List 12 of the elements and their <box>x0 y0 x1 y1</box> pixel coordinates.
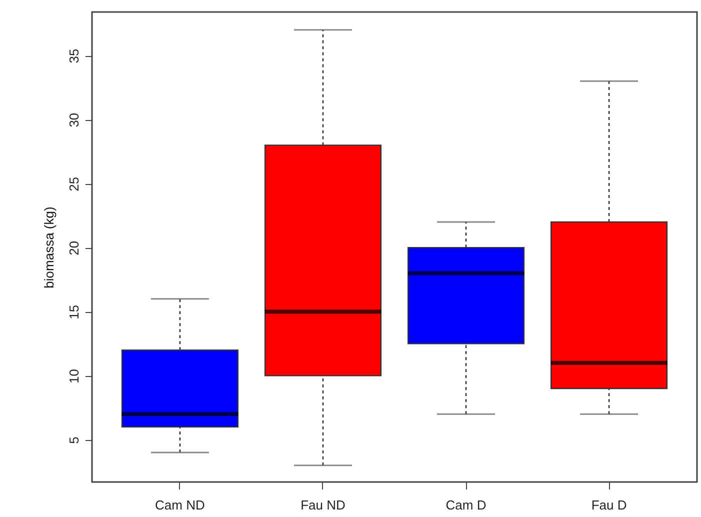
y-tick-label: 5 <box>66 436 82 444</box>
y-tick-label: 30 <box>66 112 82 128</box>
y-tick-label: 35 <box>66 48 82 64</box>
y-axis-title: biomassa (kg) <box>42 206 56 288</box>
y-tick-label: 10 <box>66 368 82 384</box>
y-tick-label: 25 <box>66 176 82 192</box>
y-tick-label: 20 <box>66 240 82 256</box>
y-tick-label: 15 <box>66 304 82 320</box>
x-tick-label: Cam D <box>446 498 486 512</box>
x-tick-label: Fau ND <box>300 498 346 512</box>
x-tick-label: Fau D <box>591 498 627 512</box>
x-tick-label: Cam ND <box>155 498 205 512</box>
